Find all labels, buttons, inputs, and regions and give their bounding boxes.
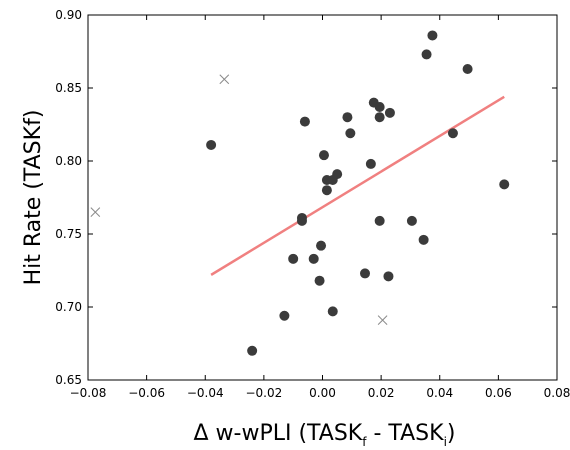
x-tick-label: −0.02: [245, 386, 282, 400]
data-point: [279, 310, 290, 321]
data-point: [314, 275, 325, 286]
data-point: [384, 107, 395, 118]
x-tick-label: −0.08: [70, 386, 107, 400]
x-axis-title: Δ w-wPLI (TASKf - TASKi): [193, 421, 455, 449]
data-point: [316, 240, 327, 251]
x-axis-title-sub-f: f: [362, 435, 367, 449]
data-point: [374, 101, 385, 112]
data-point: [427, 30, 438, 41]
y-tick-label: 0.65: [55, 373, 82, 387]
data-point: [499, 179, 510, 190]
data-point: [247, 345, 258, 356]
x-axis-title-part3: ): [447, 421, 456, 446]
y-tick-label: 0.75: [55, 227, 82, 241]
regression-line: [210, 95, 505, 276]
data-point: [447, 128, 458, 139]
data-point: [418, 234, 429, 245]
data-point: [296, 215, 307, 226]
data-point: [308, 253, 319, 264]
x-tick-label: 0.08: [544, 386, 570, 400]
data-point: [288, 253, 299, 264]
y-tick-label: 0.90: [55, 8, 82, 22]
data-point: [342, 112, 353, 123]
x-tick-label: 0.02: [368, 386, 395, 400]
plot-area: −0.08 −0.06 −0.04 −0.02 0.00 0.02 0.04 0.06 0.08…: [55, 8, 570, 400]
x-tick-label: 0.00: [309, 386, 336, 400]
outlier-stroke: [377, 315, 388, 325]
outlier-point: [377, 315, 388, 325]
outlier-point: [90, 207, 101, 217]
data-point: [462, 64, 473, 75]
data-point: [345, 128, 356, 139]
y-axis-title: Hit Rate (TASKf): [21, 110, 46, 286]
data-point: [406, 215, 417, 226]
data-point: [360, 268, 371, 279]
outlier-stroke: [219, 74, 230, 85]
y-tick-label: 0.80: [55, 154, 82, 168]
data-point: [321, 185, 332, 196]
y-tick-label: 0.85: [55, 81, 82, 95]
data-point: [383, 271, 394, 282]
data-point: [374, 112, 385, 123]
x-tick-label: −0.06: [128, 386, 165, 400]
data-point: [299, 116, 310, 127]
x-axis-title-part1: Δ w-wPLI (TASK: [193, 421, 362, 446]
outlier-stroke: [90, 207, 101, 217]
x-tick-label: −0.04: [187, 386, 224, 400]
x-axis-title-part2: - TASK: [366, 421, 444, 446]
data-point: [421, 49, 432, 60]
data-point: [318, 150, 329, 161]
data-point: [332, 169, 343, 180]
plot-frame: [87, 14, 558, 381]
x-tick-label: 0.04: [426, 386, 453, 400]
x-axis-title-sub-i: i: [444, 435, 447, 449]
x-tick-label: 0.06: [485, 386, 512, 400]
data-point: [365, 158, 376, 169]
outlier-point: [219, 74, 230, 85]
y-tick-label: 0.70: [55, 300, 82, 314]
data-point: [374, 215, 385, 226]
data-point: [206, 139, 217, 150]
data-point: [327, 306, 338, 317]
